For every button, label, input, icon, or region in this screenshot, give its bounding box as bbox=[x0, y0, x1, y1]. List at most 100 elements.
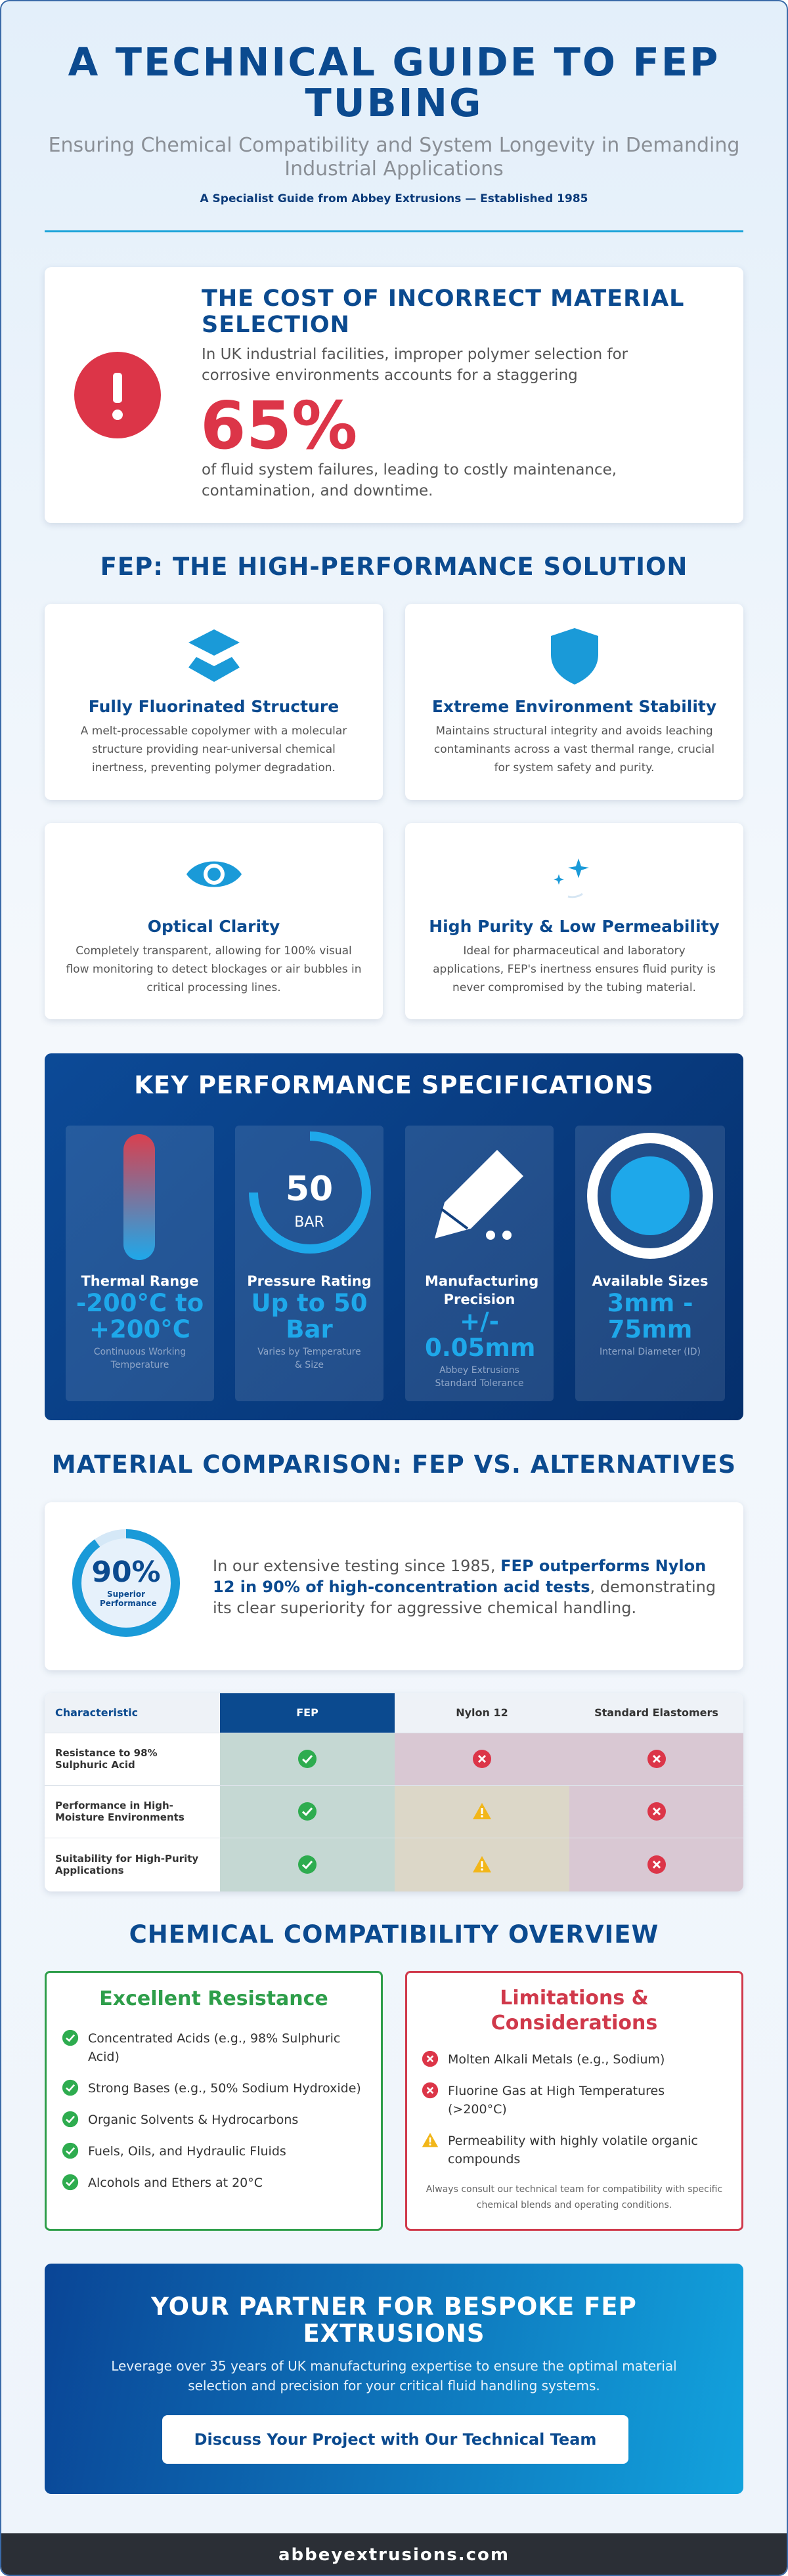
section-title: MATERIAL COMPARISON: FEP VS. ALTERNATIVE… bbox=[51, 1450, 737, 1479]
dial-unit: BAR bbox=[294, 1214, 324, 1231]
thermometer-icon bbox=[123, 1134, 155, 1260]
cross-icon bbox=[647, 1802, 666, 1821]
feature-title: Fully Fluorinated Structure bbox=[88, 697, 339, 716]
spec-note: Abbey Extrusions Standard Tolerance bbox=[435, 1365, 524, 1389]
resistance-title: Excellent Resistance bbox=[99, 1987, 328, 2010]
sparkle-icon bbox=[554, 858, 589, 898]
list-item: Strong Bases (e.g., 50% Sodium Hydroxide… bbox=[62, 2079, 364, 2098]
title: A TECHNICAL GUIDE TO FEP TUBING bbox=[68, 39, 720, 125]
text: , demonstrating its clear superiority fo… bbox=[213, 1578, 716, 1617]
eye-icon bbox=[186, 861, 242, 887]
warn-icon bbox=[473, 1803, 491, 1819]
check-icon bbox=[62, 2029, 79, 2046]
header-cell: Characteristic bbox=[45, 1693, 220, 1733]
limitations-title: Limitations & Considerations bbox=[491, 1987, 658, 2035]
cross-icon bbox=[422, 2082, 439, 2099]
row-label: Suitability for High-Purity Applications bbox=[55, 1853, 199, 1877]
warn-icon bbox=[473, 1856, 491, 1873]
layers-icon bbox=[188, 629, 240, 682]
feature-text: Completely transparent, allowing for 100… bbox=[66, 944, 362, 994]
feature-card bbox=[45, 823, 383, 1019]
list-item: Organic Solvents & Hydrocarbons bbox=[62, 2111, 364, 2129]
gauge-stat: 90% bbox=[91, 1555, 161, 1589]
cross-icon bbox=[422, 2050, 439, 2067]
list-text: Concentrated Acids (e.g., 98% Sulphuric … bbox=[88, 2031, 341, 2064]
list-text: Fluorine Gas at High Temperatures (>200°… bbox=[448, 2084, 665, 2117]
check-icon bbox=[298, 1855, 317, 1874]
check-icon bbox=[298, 1802, 317, 1821]
list-text: Strong Bases (e.g., 50% Sodium Hydroxide… bbox=[88, 2081, 361, 2096]
alert-icon bbox=[74, 352, 161, 438]
warn-icon bbox=[422, 2132, 439, 2147]
subtitle: Ensuring Chemical Compatibility and Syst… bbox=[48, 134, 740, 180]
list-text: Fuels, Oils, and Hydraulic Fluids bbox=[88, 2144, 286, 2159]
dial-icon bbox=[249, 1131, 371, 1254]
spec-value: +/- 0.05mm bbox=[425, 1307, 536, 1362]
tagline: A Specialist Guide from Abbey Extrusions… bbox=[200, 192, 588, 205]
specs-panel bbox=[45, 1053, 743, 1420]
comparison-text: In our extensive testing since 1985, FEP… bbox=[213, 1555, 725, 1618]
header-cell: FEP bbox=[220, 1693, 395, 1733]
list-text: Organic Solvents & Hydrocarbons bbox=[88, 2113, 299, 2127]
specs-title: KEY PERFORMANCE SPECIFICATIONS bbox=[134, 1071, 654, 1099]
check-icon bbox=[62, 2111, 79, 2128]
problem-title: THE COST OF INCORRECT MATERIAL SELECTION bbox=[202, 285, 685, 338]
cta-text: Leverage over 35 years of UK manufacturi… bbox=[111, 2358, 677, 2394]
problem-stat: 65% bbox=[200, 387, 358, 464]
spec-value: -200°C to +200°C bbox=[76, 1289, 204, 1343]
check-icon bbox=[62, 2142, 79, 2159]
spec-item: Manufacturing Precision +/- 0.05mm Abbey… bbox=[405, 1272, 554, 1390]
list-item: Permeability with highly volatile organi… bbox=[422, 2132, 724, 2168]
feature-text: A melt-processable copolymer with a mole… bbox=[80, 725, 347, 774]
list-item: Fuels, Oils, and Hydraulic Fluids bbox=[62, 2142, 364, 2161]
ring-icon bbox=[587, 1133, 713, 1259]
feature-title: High Purity & Low Permeability bbox=[429, 917, 720, 936]
shield-icon bbox=[551, 628, 598, 685]
list-text: Permeability with highly volatile organi… bbox=[448, 2134, 698, 2166]
problem-outcome: of fluid system failures, leading to cos… bbox=[202, 461, 617, 499]
spec-item: Thermal Range -200°C to +200°C Continuou… bbox=[66, 1272, 214, 1372]
cta-title: YOUR PARTNER FOR BESPOKE FEP EXTRUSIONS bbox=[151, 2292, 637, 2348]
dial-value: 50 bbox=[285, 1170, 334, 1209]
spec-note: Continuous Working Temperature bbox=[93, 1347, 186, 1370]
footer: abbeyextrusions.com bbox=[1, 2533, 787, 2575]
header-cell: Standard Elastomers bbox=[569, 1693, 743, 1733]
list-item: Fluorine Gas at High Temperatures (>200°… bbox=[422, 2082, 724, 2119]
gauge bbox=[72, 1529, 180, 1637]
cross-icon bbox=[647, 1750, 666, 1768]
highlight: FEP outperforms Nylon 12 in 90% of high-… bbox=[213, 1557, 707, 1596]
feature-text: Ideal for pharmaceutical and laboratory … bbox=[433, 944, 716, 994]
resistance-box bbox=[45, 1971, 383, 2231]
spec-note: Internal Diameter (ID) bbox=[599, 1347, 701, 1357]
problem-intro: In UK industrial facilities, improper po… bbox=[202, 346, 628, 384]
check-icon bbox=[298, 1750, 317, 1768]
spec-label: Manufacturing Precision bbox=[425, 1273, 539, 1307]
section-title: FEP: THE HIGH-PERFORMANCE SOLUTION bbox=[100, 553, 688, 581]
feature-text: Maintains structural integrity and avoid… bbox=[433, 725, 715, 774]
header-cell: Nylon 12 bbox=[395, 1693, 569, 1733]
text: In our extensive testing since 1985, bbox=[213, 1557, 501, 1575]
row-label: Resistance to 98% Sulphuric Acid bbox=[55, 1747, 158, 1771]
spec-label: Available Sizes bbox=[592, 1273, 709, 1289]
resistance-list: Concentrated Acids (e.g., 98% Sulphuric … bbox=[62, 2029, 364, 2205]
cta-button[interactable]: Discuss Your Project with Our Technical … bbox=[162, 2415, 628, 2464]
check-icon bbox=[62, 2174, 79, 2191]
gauge-caption: Superior Performance bbox=[100, 1590, 157, 1608]
header-row: Characteristic FEP Nylon 12 Standard Ela… bbox=[45, 1693, 743, 1733]
list-item: Molten Alkali Metals (e.g., Sodium) bbox=[422, 2050, 724, 2069]
list-text: Alcohols and Ethers at 20°C bbox=[88, 2176, 263, 2190]
limitations-list: Molten Alkali Metals (e.g., Sodium) Fluor… bbox=[422, 2050, 724, 2182]
problem-card bbox=[45, 267, 743, 523]
feature-title: Optical Clarity bbox=[147, 917, 280, 936]
gauge-arc bbox=[72, 1529, 180, 1637]
spec-item: Pressure Rating Up to 50 Bar Varies by T… bbox=[235, 1272, 383, 1372]
comparison-table: Characteristic FEP Nylon 12 Standard Ela… bbox=[45, 1693, 743, 1891]
spec-item: Available Sizes 3mm - 75mm Internal Diam… bbox=[575, 1272, 725, 1359]
rule bbox=[45, 230, 743, 232]
spec-label: Thermal Range bbox=[81, 1273, 199, 1289]
cross-icon bbox=[473, 1750, 491, 1768]
spec-label: Pressure Rating bbox=[247, 1273, 372, 1289]
feature-card bbox=[405, 823, 743, 1019]
limitations-note: Always consult our technical team for co… bbox=[426, 2184, 723, 2210]
